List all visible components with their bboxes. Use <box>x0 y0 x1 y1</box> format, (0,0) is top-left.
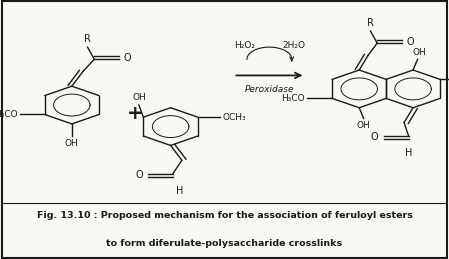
Text: H₃CO: H₃CO <box>0 110 18 119</box>
Text: to form diferulate-polysaccharide crosslinks: to form diferulate-polysaccharide crossl… <box>106 239 343 248</box>
Text: O: O <box>123 53 131 63</box>
Text: Peroxidase: Peroxidase <box>245 85 294 94</box>
Text: OH: OH <box>357 121 370 130</box>
Text: +: + <box>127 104 143 123</box>
Text: R: R <box>367 18 374 28</box>
Text: 2H₂O: 2H₂O <box>282 41 306 50</box>
Text: O: O <box>406 37 414 47</box>
Text: Fig. 13.10 : Proposed mechanism for the association of feruloyl esters: Fig. 13.10 : Proposed mechanism for the … <box>36 211 413 220</box>
Text: O: O <box>371 132 379 142</box>
Text: H₂O₂: H₂O₂ <box>234 41 255 50</box>
Text: R: R <box>84 34 91 44</box>
Text: OH: OH <box>413 48 427 56</box>
Text: H: H <box>405 148 412 158</box>
Text: OH: OH <box>65 139 79 148</box>
Text: O: O <box>135 170 143 180</box>
Text: H₃CO: H₃CO <box>282 94 305 103</box>
Text: OCH₃: OCH₃ <box>223 113 246 122</box>
Text: H: H <box>176 186 183 196</box>
Text: OH: OH <box>132 93 146 102</box>
